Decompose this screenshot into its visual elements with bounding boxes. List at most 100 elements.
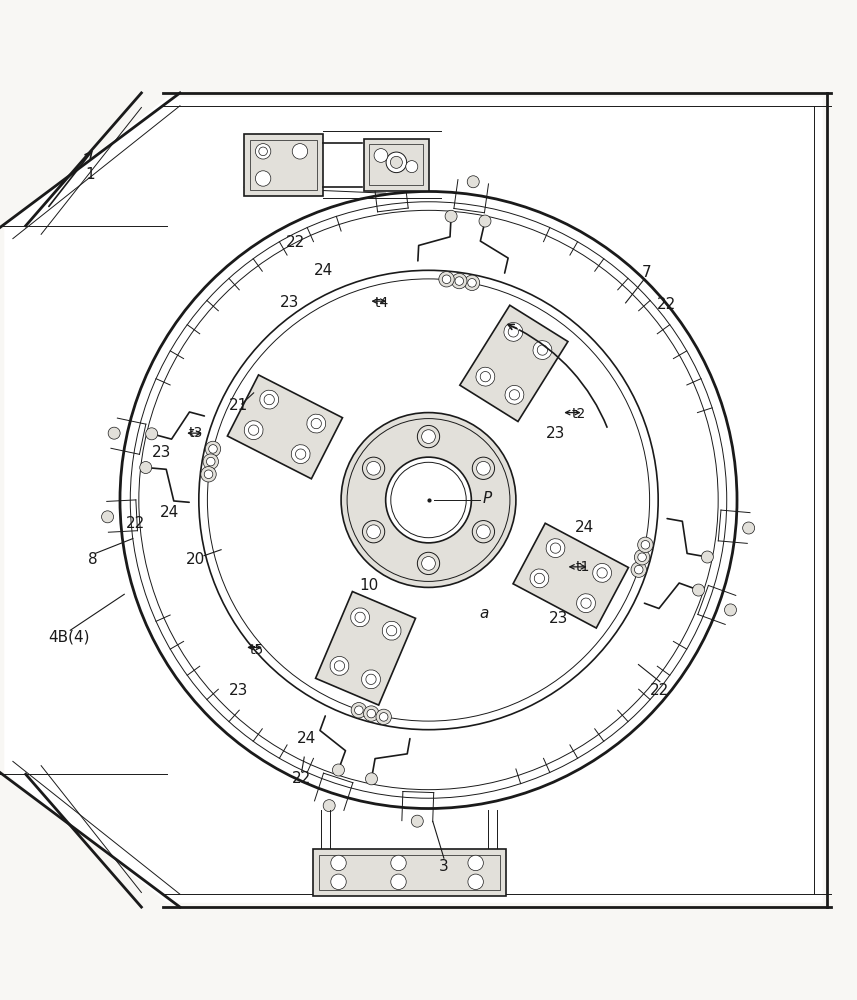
Circle shape — [362, 670, 381, 689]
Circle shape — [376, 709, 392, 725]
Circle shape — [546, 539, 565, 558]
Circle shape — [260, 390, 279, 409]
Bar — [227, 375, 343, 479]
Bar — [250, 140, 317, 190]
Circle shape — [476, 461, 490, 475]
Bar — [313, 849, 506, 896]
Circle shape — [355, 706, 363, 715]
Circle shape — [631, 562, 646, 577]
Circle shape — [533, 341, 552, 359]
Circle shape — [209, 445, 218, 453]
Circle shape — [386, 457, 471, 543]
Bar — [513, 523, 628, 628]
Circle shape — [367, 525, 381, 539]
Text: 23: 23 — [549, 611, 568, 626]
Circle shape — [203, 454, 219, 469]
Text: t5: t5 — [250, 643, 264, 657]
Bar — [460, 305, 568, 422]
Text: 22: 22 — [650, 683, 669, 698]
Circle shape — [351, 703, 367, 718]
Circle shape — [204, 470, 213, 479]
Circle shape — [445, 210, 457, 222]
Circle shape — [468, 279, 476, 287]
Circle shape — [634, 565, 643, 574]
Circle shape — [442, 275, 451, 284]
Bar — [244, 134, 323, 196]
Text: 22: 22 — [292, 771, 311, 786]
Circle shape — [455, 277, 464, 285]
Circle shape — [417, 552, 440, 575]
Bar — [319, 855, 500, 890]
Circle shape — [468, 855, 483, 871]
Text: 24: 24 — [297, 731, 316, 746]
Text: 22: 22 — [126, 516, 145, 531]
Text: t2: t2 — [572, 407, 585, 421]
Circle shape — [307, 414, 326, 433]
Circle shape — [255, 171, 271, 186]
Circle shape — [365, 773, 377, 785]
Circle shape — [201, 467, 216, 482]
Text: 23: 23 — [280, 295, 299, 310]
Circle shape — [331, 874, 346, 890]
Text: 24: 24 — [160, 505, 179, 520]
Text: t4: t4 — [375, 296, 388, 310]
Text: 22: 22 — [657, 297, 676, 312]
Text: 4B(4): 4B(4) — [48, 630, 89, 645]
Circle shape — [367, 461, 381, 475]
Circle shape — [120, 191, 737, 809]
Text: 8: 8 — [87, 552, 98, 567]
Circle shape — [333, 764, 345, 776]
Circle shape — [504, 322, 523, 341]
Circle shape — [206, 441, 221, 457]
Circle shape — [291, 445, 310, 464]
Text: t1: t1 — [576, 560, 590, 574]
Text: 23: 23 — [152, 445, 171, 460]
Circle shape — [363, 706, 379, 721]
Circle shape — [593, 563, 612, 582]
Circle shape — [530, 569, 548, 588]
Text: 10: 10 — [359, 578, 378, 593]
Circle shape — [207, 457, 215, 466]
Circle shape — [405, 161, 418, 173]
Text: 23: 23 — [229, 683, 248, 698]
Circle shape — [701, 551, 713, 563]
Circle shape — [108, 427, 120, 439]
Circle shape — [330, 656, 349, 675]
Bar — [315, 592, 416, 705]
Circle shape — [390, 156, 402, 168]
Circle shape — [472, 457, 494, 479]
Circle shape — [374, 149, 387, 162]
Circle shape — [383, 175, 395, 187]
Circle shape — [452, 273, 467, 289]
Circle shape — [638, 553, 646, 562]
Circle shape — [743, 522, 755, 534]
Circle shape — [380, 713, 388, 721]
Circle shape — [255, 144, 271, 159]
Polygon shape — [4, 97, 823, 903]
Circle shape — [724, 604, 736, 616]
Circle shape — [439, 272, 454, 287]
Circle shape — [422, 557, 435, 570]
Circle shape — [476, 525, 490, 539]
Text: P: P — [482, 491, 491, 506]
Circle shape — [467, 176, 479, 188]
Circle shape — [505, 385, 524, 404]
Circle shape — [102, 511, 114, 523]
Circle shape — [391, 855, 406, 871]
Text: 24: 24 — [315, 263, 333, 278]
Circle shape — [692, 584, 704, 596]
Circle shape — [422, 430, 435, 443]
Circle shape — [382, 621, 401, 640]
Circle shape — [479, 215, 491, 227]
Bar — [369, 144, 423, 185]
Text: 3: 3 — [439, 859, 449, 874]
Circle shape — [341, 413, 516, 587]
Text: 20: 20 — [186, 552, 205, 567]
Circle shape — [417, 425, 440, 448]
Circle shape — [386, 152, 406, 173]
Circle shape — [244, 421, 263, 440]
Text: 7: 7 — [642, 265, 652, 280]
Text: 1: 1 — [85, 167, 95, 182]
Circle shape — [331, 855, 346, 871]
Circle shape — [472, 521, 494, 543]
